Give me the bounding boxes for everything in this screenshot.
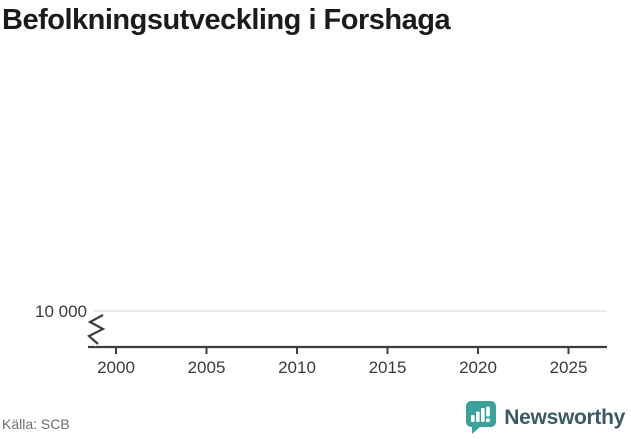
chart-title: Befolkningsutveckling i Forshaga xyxy=(2,4,451,36)
x-tick-label: 2025 xyxy=(550,358,588,377)
axis-break-zigzag xyxy=(87,314,106,345)
y-axis-labels: 10 00011 00012 00013 000 xyxy=(35,302,87,321)
newsworthy-bubble-chart-icon xyxy=(466,401,497,434)
source-label: Källa: SCB xyxy=(2,416,70,432)
x-axis xyxy=(88,345,607,354)
x-tick-label: 2000 xyxy=(97,358,135,377)
x-tick-labels: 2000 2005 2010 2015 2020 2025 xyxy=(97,358,587,377)
x-tick-label: 2020 xyxy=(459,358,497,377)
axis-break-icon xyxy=(85,311,107,347)
y-gridlines xyxy=(93,310,607,312)
newsworthy-logo: Newsworthy xyxy=(464,400,625,435)
x-tick-label: 2005 xyxy=(188,358,226,377)
x-tick-label: 2010 xyxy=(278,358,316,377)
newsworthy-wordmark: Newsworthy xyxy=(504,405,625,429)
y-tick-label: 10 000 xyxy=(35,302,87,321)
x-tick-label: 2015 xyxy=(369,358,407,377)
